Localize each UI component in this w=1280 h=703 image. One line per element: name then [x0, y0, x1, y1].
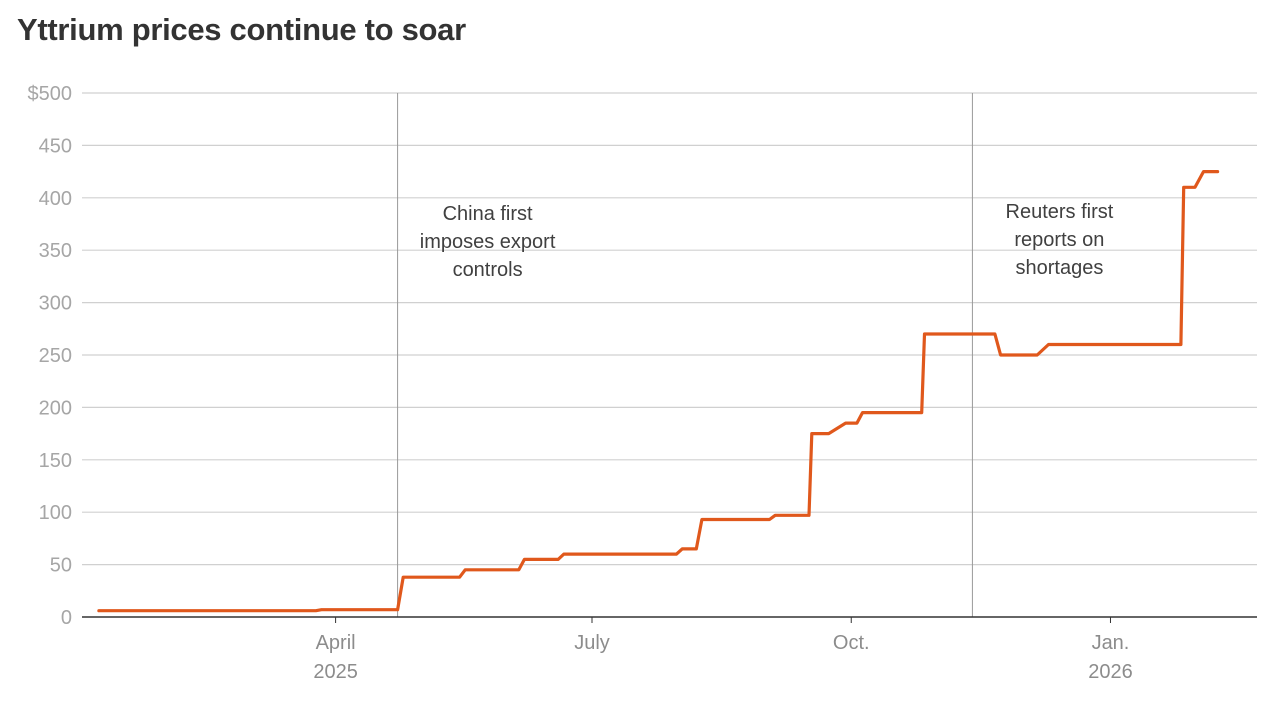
x-tick-label: July	[574, 632, 610, 654]
chart-title: Yttrium prices continue to soar	[17, 12, 466, 47]
y-tick-label: 0	[61, 607, 72, 629]
annotation-text: controls	[453, 259, 523, 281]
price-series-line	[97, 170, 1220, 613]
x-tick-label: Jan.	[1092, 632, 1130, 654]
annotation-text: China first	[443, 203, 533, 225]
y-tick-label: 200	[39, 397, 72, 419]
x-tick-label: Oct.	[833, 632, 870, 654]
annotation-text: Reuters first	[1006, 201, 1114, 223]
y-tick-label: 300	[39, 293, 72, 315]
y-tick-label: 450	[39, 135, 72, 157]
annotations: China first imposes export controls Reuters…	[420, 201, 1114, 281]
y-tick-label: 100	[39, 502, 72, 524]
y-tick-label: 400	[39, 188, 72, 210]
x-tick-label: April	[316, 632, 356, 654]
y-tick-label: $500	[28, 83, 73, 105]
x-tick-year-label: 2026	[1088, 661, 1133, 683]
y-tick-label: 150	[39, 450, 72, 472]
series-layer	[97, 170, 1220, 613]
grid-layer	[82, 92, 1257, 566]
y-tick-label: 350	[39, 240, 72, 262]
x-tick-year-label: 2025	[313, 661, 358, 683]
event-lines	[397, 93, 973, 617]
y-tick-label: 50	[50, 555, 72, 577]
y-tick-label: 250	[39, 345, 72, 367]
annotation-text: reports on	[1014, 229, 1104, 251]
y-axis-ticks: 0 50 100 150 200 250 300 350 400 450 $500	[28, 83, 73, 629]
x-axis-ticks: April 2025 July Oct. Jan. 2026	[313, 617, 1133, 683]
annotation-text: shortages	[1015, 257, 1103, 279]
annotation-text: imposes export	[420, 231, 556, 253]
